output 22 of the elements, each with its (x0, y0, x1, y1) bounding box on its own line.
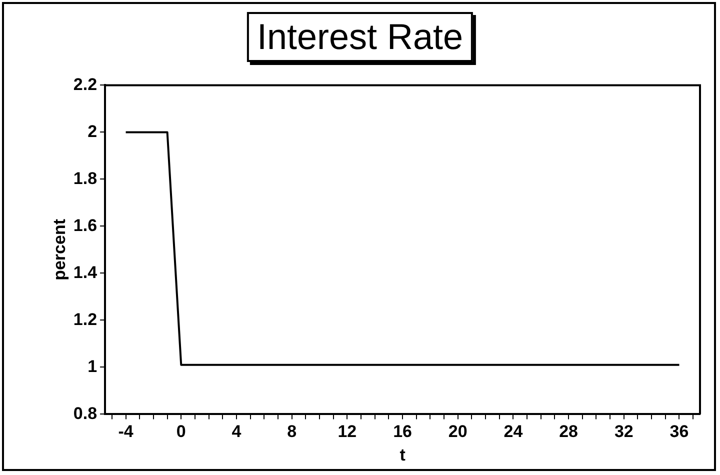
y-tick-label: 1.4 (73, 262, 98, 282)
x-tick-label: 4 (232, 422, 242, 442)
y-tick-label: 1.6 (73, 216, 98, 235)
chart-title: Interest Rate (246, 12, 474, 62)
x-tick-label: 28 (559, 422, 578, 442)
x-tick-label: 12 (338, 422, 357, 442)
y-axis-title: percent (50, 218, 69, 280)
y-tick-label: 2.2 (73, 74, 98, 94)
x-tick-label: 20 (448, 422, 468, 442)
y-tick-label: 1.8 (73, 168, 98, 188)
x-tick-label: 32 (614, 422, 634, 442)
x-tick-label: 8 (287, 422, 297, 442)
x-tick-label: 16 (393, 422, 412, 442)
y-tick-label: 0.8 (73, 404, 98, 423)
y-tick-label: 2 (88, 122, 98, 141)
x-tick-label: 0 (176, 422, 186, 442)
x-tick-label: 24 (504, 422, 524, 442)
y-tick-label: 1.2 (73, 310, 98, 329)
x-tick-label: -4 (118, 422, 134, 442)
x-axis-title: t (400, 445, 406, 464)
x-tick-label: 36 (670, 422, 689, 442)
y-tick-label: 1 (88, 356, 98, 376)
